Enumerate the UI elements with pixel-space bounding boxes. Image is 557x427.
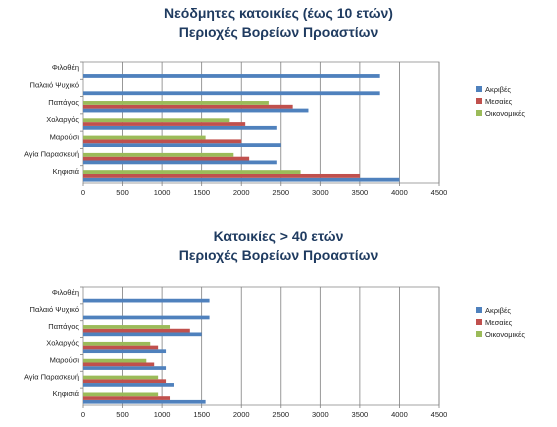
bar-9bbb59 (83, 101, 269, 105)
bar-4f81bd (83, 366, 167, 370)
chart-plot: 0 500 1000 1500 2000 2500 3000 3500 4000 4500 Φιλο… (24, 286, 525, 419)
bar-4f81bd (83, 125, 277, 130)
category-label: Μαρούσι (50, 132, 80, 141)
x-tick-label: 1000 (154, 188, 171, 197)
bar-4f81bd (83, 91, 380, 96)
chart-title: Κατοικίες > 40 ετών (213, 228, 344, 244)
bar-c0504d (83, 139, 242, 144)
bar-c0504d (83, 328, 190, 333)
category-label: Παπάγος (48, 98, 79, 107)
bar-c0504d (83, 379, 167, 384)
category-label: Παλαιό Ψυχικό (30, 305, 79, 314)
category-label: Χολαργός (46, 115, 79, 124)
bar-9bbb59 (83, 170, 301, 174)
bar-c0504d (83, 156, 250, 161)
category-label: Φιλοθέη (52, 288, 79, 297)
x-tick-label: 2000 (233, 188, 250, 197)
x-tick-label: 4500 (431, 410, 448, 419)
category-label: Παπάγος (48, 322, 79, 331)
legend-label: Ακριβές (485, 306, 511, 315)
x-tick-label: 2500 (272, 188, 289, 197)
bar-4f81bd (83, 383, 174, 387)
category-label: Χολαργός (46, 339, 79, 348)
x-tick-label: 1000 (154, 410, 171, 419)
bar-c0504d (83, 396, 171, 400)
bar-4f81bd (83, 177, 400, 182)
bar-9bbb59 (83, 358, 147, 363)
legend-label: Μεσαίες (485, 97, 513, 106)
legend-swatch (476, 319, 482, 325)
bar-c0504d (83, 173, 360, 178)
bar-4f81bd (83, 399, 206, 404)
x-tick-label: 500 (116, 188, 129, 197)
legend-label: Ακριβές (485, 85, 511, 94)
x-tick-label: 0 (81, 188, 85, 197)
legend-label: Οικονομικές (485, 330, 525, 339)
legend-label: Μεσαίες (485, 318, 513, 327)
legend-swatch (476, 98, 482, 104)
x-tick-label: 2500 (272, 410, 289, 419)
bar-9bbb59 (83, 118, 230, 123)
bar-4f81bd (83, 332, 202, 337)
bar-4f81bd (83, 74, 380, 78)
bar-c0504d (83, 104, 293, 109)
bar-4f81bd (83, 143, 281, 148)
legend: Ακριβές Μεσαίες Οικονομικές (476, 85, 525, 118)
bar-9bbb59 (83, 152, 234, 157)
chart-old-homes: Κατοικίες > 40 ετών Περιοχές Βορείων Προ… (0, 215, 557, 427)
legend-swatch (476, 307, 482, 313)
chart-subtitle: Περιοχές Βορείων Προαστίων (178, 24, 379, 40)
chart-subtitle: Περιοχές Βορείων Προαστίων (178, 247, 379, 263)
x-tick-label: 1500 (193, 410, 210, 419)
legend-label: Οικονομικές (485, 109, 525, 118)
bar-4f81bd (83, 315, 210, 320)
bar-c0504d (83, 122, 246, 126)
category-label: Αγία Παρασκευή (24, 150, 79, 159)
legend: Ακριβές Μεσαίες Οικονομικές (476, 306, 525, 339)
x-tick-label: 4000 (391, 188, 408, 197)
category-label: Παλαιό Ψυχικό (30, 80, 79, 89)
chart-plot: 0 500 1000 1500 2000 2500 3000 3500 4000 4500 Φιλο… (24, 61, 525, 197)
category-label: Φιλοθέη (52, 63, 79, 72)
bar-c0504d (83, 362, 155, 367)
bar-4f81bd (83, 298, 210, 303)
bar-9bbb59 (83, 135, 206, 140)
x-tick-label: 1500 (193, 188, 210, 197)
x-tick-label: 3500 (352, 410, 369, 419)
x-tick-label: 0 (81, 410, 85, 419)
chart-title: Νεόδμητες κατοικίες (έως 10 ετών) (164, 5, 393, 21)
category-label: Κηφισιά (53, 167, 80, 176)
category-label: Αγία Παρασκευή (24, 372, 79, 381)
bar-c0504d (83, 345, 159, 350)
legend-swatch (476, 86, 482, 92)
category-label: Κηφισιά (53, 389, 80, 398)
x-tick-label: 3500 (352, 188, 369, 197)
chart-new-homes: Νεόδμητες κατοικίες (έως 10 ετών) Περιοχ… (24, 5, 525, 197)
legend-swatch (476, 110, 482, 116)
bar-4f81bd (83, 108, 309, 113)
bar-9bbb59 (83, 375, 159, 380)
x-tick-label: 3000 (312, 188, 329, 197)
x-tick-label: 3000 (312, 410, 329, 419)
bar-9bbb59 (83, 325, 171, 329)
x-tick-label: 4500 (431, 188, 448, 197)
bar-9bbb59 (83, 392, 159, 397)
bar-4f81bd (83, 349, 167, 354)
x-tick-label: 500 (116, 410, 129, 419)
x-tick-label: 2000 (233, 410, 250, 419)
bar-4f81bd (83, 160, 277, 165)
bar-9bbb59 (83, 341, 151, 346)
x-tick-label: 4000 (391, 410, 408, 419)
legend-swatch (476, 331, 482, 337)
category-label: Μαρούσι (50, 355, 80, 364)
